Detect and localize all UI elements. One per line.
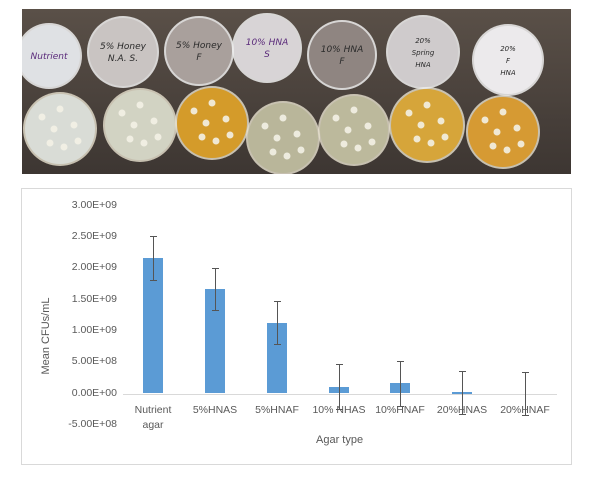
error-bar-cap <box>336 364 343 366</box>
agar-plate <box>466 95 540 169</box>
lid-label: 10% HNA <box>321 45 364 55</box>
x-tick-label-line: 20%HNAF <box>500 404 550 416</box>
lid-label: Spring <box>412 49 435 57</box>
y-tick-label: 0.00E+00 <box>71 386 117 399</box>
lid-label: HNA <box>500 69 516 77</box>
error-bar-cap <box>397 360 404 362</box>
error-bar-cap <box>397 406 404 408</box>
lid-label: S <box>264 50 270 60</box>
petri-dish-image: Nutrient 5% Honey N.A. S. 5% Honey F 10% HNA S… <box>22 9 571 174</box>
petri-dish-photo: Nutrient 5% Honey N.A. S. 5% Honey F 10% HNA S… <box>22 9 571 174</box>
petri-lid: 20% Spring HNA <box>386 15 460 89</box>
x-tick-label: Nutrient agar <box>118 403 188 433</box>
x-tick-label: 5%HNAS <box>180 403 250 418</box>
x-tick-label-line: agar <box>142 419 164 431</box>
x-tick-label-line: Nutrient <box>134 404 172 416</box>
error-bar-cap <box>459 371 466 373</box>
lid-label: F <box>196 53 202 63</box>
y-tick-label: 3.00E+09 <box>71 198 117 211</box>
bar <box>205 288 225 394</box>
error-bar-cap <box>336 409 343 411</box>
y-tick-label: 1.00E+09 <box>71 323 117 336</box>
error-bar <box>400 360 401 406</box>
error-bar <box>339 364 340 410</box>
y-axis-label: Mean CFUs/mL <box>40 297 52 375</box>
x-tick-label-line: 10%HNAF <box>375 404 425 416</box>
x-tick-label: 20%HNAS <box>427 403 497 418</box>
agar-plate <box>246 101 320 174</box>
y-tick-label: -5.00E+08 <box>68 417 117 430</box>
error-bar <box>153 235 154 280</box>
error-bar-cap <box>522 414 529 416</box>
agar-plate <box>103 88 177 162</box>
y-tick-label: 2.50E+09 <box>71 230 117 242</box>
x-tick-label: 20%HNAF <box>490 403 560 418</box>
lid-label: 20% <box>500 45 516 53</box>
error-bar-cap <box>274 344 281 346</box>
bar <box>143 257 163 394</box>
y-tick-label: 2.00E+09 <box>71 261 117 274</box>
petri-lid: Nutrient <box>22 23 82 89</box>
lid-label: 20% <box>415 37 431 45</box>
petri-lid: 5% Honey F <box>164 16 234 86</box>
error-bar <box>277 301 278 345</box>
x-tick-label-line: 5%HNAS <box>192 404 238 416</box>
error-bar-cap <box>274 301 281 303</box>
error-bar-cap <box>212 267 219 269</box>
petri-lid: 20% F HNA <box>472 24 544 96</box>
lid-label: F <box>506 57 511 65</box>
x-tick-label: 10%HNAF <box>365 403 435 418</box>
error-bar-cap <box>522 372 529 374</box>
petri-lid: 5% Honey N.A. S. <box>87 16 159 88</box>
lid-label: F <box>339 57 345 67</box>
x-tick-label-line: 10% NHAS <box>312 404 366 416</box>
error-bar-cap <box>212 310 219 312</box>
bar-chart: 3.00E+09 2.50E+09 2.00E+09 1.50E+09 1.00E+09… <box>21 188 572 465</box>
x-tick-label-line: 20%HNAS <box>436 404 488 416</box>
agar-plate <box>389 87 465 163</box>
agar-plate <box>318 94 390 166</box>
lid-label: 5% Honey <box>176 41 223 51</box>
y-tick-label: 1.50E+09 <box>71 292 117 305</box>
petri-lid: 10% HNA F <box>307 20 377 90</box>
lid-label: 10% HNA <box>246 38 289 48</box>
x-tick-label-line: 5%HNAF <box>255 404 299 416</box>
error-bar-cap <box>459 413 466 415</box>
agar-plate <box>23 92 97 166</box>
petri-lid: 10% HNA S <box>232 13 302 83</box>
error-bar <box>215 267 216 311</box>
x-axis-line <box>123 393 557 395</box>
lid-label: HNA <box>415 61 431 69</box>
error-bar-cap <box>150 235 157 237</box>
x-tick-label: 10% NHAS <box>304 403 374 418</box>
agar-plate <box>175 86 249 160</box>
error-bar <box>525 372 526 415</box>
lid-label: Nutrient <box>31 52 68 62</box>
error-bar-cap <box>150 279 157 281</box>
x-axis-title: Agar type <box>316 434 364 446</box>
bar <box>267 322 287 394</box>
error-bar <box>462 371 463 414</box>
lid-label: N.A. S. <box>108 54 138 64</box>
lid-label: 5% Honey <box>100 42 147 52</box>
x-tick-label: 5%HNAF <box>242 403 312 418</box>
y-tick-label: 5.00E+08 <box>71 355 117 368</box>
